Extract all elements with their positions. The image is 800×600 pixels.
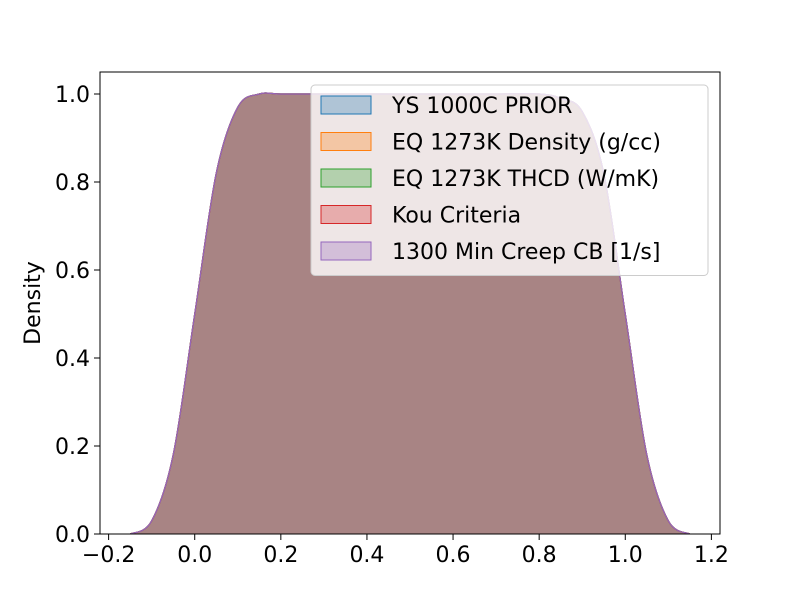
plot-frame <box>99 71 721 535</box>
y-tick-label: 0.6 <box>55 259 90 284</box>
legend-label: Kou Criteria <box>392 204 521 229</box>
legend-item: EQ 1273K Density (g/cc) <box>320 131 661 156</box>
legend: YS 1000C PRIOR EQ 1273K Density (g/cc) EQ … <box>310 84 709 276</box>
legend-box <box>310 84 709 276</box>
legend-label: EQ 1273K THCD (W/mK) <box>392 167 659 192</box>
legend-swatch <box>320 132 372 151</box>
legend-swatch <box>320 205 372 224</box>
y-tick-label: 0.2 <box>55 435 90 460</box>
legend-label: 1300 Min Creep CB [1/s] <box>392 240 660 265</box>
x-tick-label: 0.4 <box>349 543 384 568</box>
legend-swatch <box>320 241 372 261</box>
legend-item: Kou Criteria <box>320 204 521 229</box>
legend-item: EQ 1273K THCD (W/mK) <box>320 167 659 192</box>
legend-label: YS 1000C PRIOR <box>391 94 572 119</box>
y-tick-label: 0.8 <box>55 171 90 196</box>
x-tick-label: 0.8 <box>522 543 557 568</box>
y-tick-label: 1.0 <box>55 83 90 108</box>
legend-swatch <box>320 95 372 115</box>
x-tick-label: 0.6 <box>436 543 471 568</box>
x-tick-label: −0.2 <box>82 543 135 568</box>
x-axis: −0.2 0.0 0.2 0.4 0.6 0.8 1.0 1.2 <box>82 534 729 568</box>
y-axis: 0.0 0.2 0.4 0.6 0.8 1.0 <box>55 83 100 548</box>
y-axis-label: Density <box>21 261 46 345</box>
legend-label: EQ 1273K Density (g/cc) <box>392 131 661 156</box>
y-tick-label: 0.4 <box>55 347 90 372</box>
x-tick-label: 1.2 <box>694 543 729 568</box>
x-tick-label: 0.2 <box>263 543 298 568</box>
legend-item: YS 1000C PRIOR <box>320 94 572 119</box>
x-tick-label: 0.0 <box>177 543 212 568</box>
x-tick-label: 1.0 <box>608 543 643 568</box>
legend-item: 1300 Min Creep CB [1/s] <box>320 240 660 265</box>
legend-swatch <box>320 168 372 188</box>
y-tick-label: 0.0 <box>55 523 90 548</box>
